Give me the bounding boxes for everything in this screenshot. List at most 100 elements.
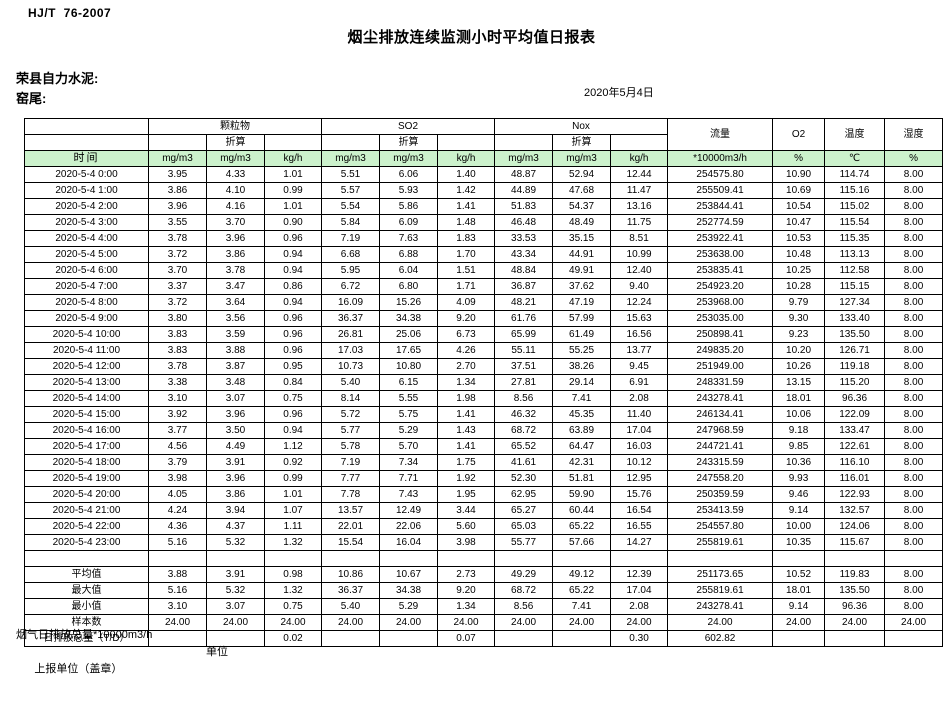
spacer-cell — [495, 551, 553, 567]
cell-temperature: 96.36 — [825, 391, 885, 407]
cell-o2: 10.28 — [773, 279, 825, 295]
header-unit-pm-kgh: kg/h — [265, 151, 322, 167]
cell-so2-converted: 15.26 — [380, 295, 438, 311]
cell-temperature: 115.67 — [825, 535, 885, 551]
cell-temperature: 115.20 — [825, 375, 885, 391]
cell-temperature: 115.35 — [825, 231, 885, 247]
cell-temperature: 115.54 — [825, 215, 885, 231]
cell-nox-converted: 47.19 — [553, 295, 611, 311]
cell-nox-measured: 41.61 — [495, 455, 553, 471]
cell-humidity: 8.00 — [885, 327, 943, 343]
cell-temperature: 115.15 — [825, 279, 885, 295]
cell-time: 2020-5-4 13:00 — [25, 375, 149, 391]
cell-pm-rate: 0.99 — [265, 183, 322, 199]
cell-so2-converted: 6.06 — [380, 167, 438, 183]
cell-nox-converted: 59.90 — [553, 487, 611, 503]
cell-pm-measured: 3.98 — [149, 471, 207, 487]
cell-pm-rate: 0.96 — [265, 343, 322, 359]
cell-so2-measured: 6.68 — [322, 247, 380, 263]
cell-pm-measured: 4.24 — [149, 503, 207, 519]
cell-so2-rate: 1.51 — [438, 263, 495, 279]
cell-so2-measured: 26.81 — [322, 327, 380, 343]
cell-so2-rate: 1.41 — [438, 439, 495, 455]
cell-pm-converted: 3.47 — [207, 279, 265, 295]
cell-nox-measured: 55.77 — [495, 535, 553, 551]
cell-flow: 253035.00 — [668, 311, 773, 327]
cell-nox-converted: 57.66 — [553, 535, 611, 551]
summary-cell-nox-rate: 2.08 — [611, 599, 668, 615]
cell-so2-measured: 17.03 — [322, 343, 380, 359]
cell-pm-measured: 3.79 — [149, 455, 207, 471]
summary-cell-so2-converted: 34.38 — [380, 583, 438, 599]
header-unit-so2-kgh: kg/h — [438, 151, 495, 167]
spacer-cell — [825, 551, 885, 567]
cell-o2: 10.90 — [773, 167, 825, 183]
cell-nox-rate: 8.51 — [611, 231, 668, 247]
cell-pm-rate: 1.01 — [265, 199, 322, 215]
cell-time: 2020-5-4 8:00 — [25, 295, 149, 311]
header-sub-so2-rate — [438, 135, 495, 151]
report-date: 2020年5月4日 — [584, 84, 654, 100]
header-unit-pm-conv-mgm3: mg/m3 — [207, 151, 265, 167]
cell-so2-converted: 16.04 — [380, 535, 438, 551]
cell-pm-converted: 3.07 — [207, 391, 265, 407]
cell-pm-converted: 3.59 — [207, 327, 265, 343]
summary-cell-o2: 18.01 — [773, 583, 825, 599]
cell-nox-measured: 65.27 — [495, 503, 553, 519]
summary-cell-humidity — [885, 631, 943, 647]
spacer-cell — [149, 551, 207, 567]
spacer-cell — [438, 551, 495, 567]
cell-nox-converted: 49.91 — [553, 263, 611, 279]
cell-pm-rate: 0.96 — [265, 311, 322, 327]
cell-nox-converted: 7.41 — [553, 391, 611, 407]
header-sub-pm-converted: 折算 — [207, 135, 265, 151]
cell-nox-rate: 13.77 — [611, 343, 668, 359]
summary-cell-nox-rate: 24.00 — [611, 615, 668, 631]
cell-so2-measured: 5.57 — [322, 183, 380, 199]
cell-nox-measured: 65.03 — [495, 519, 553, 535]
cell-pm-rate: 0.94 — [265, 263, 322, 279]
cell-so2-rate: 1.98 — [438, 391, 495, 407]
cell-flow: 253835.41 — [668, 263, 773, 279]
cell-time: 2020-5-4 6:00 — [25, 263, 149, 279]
cell-pm-converted: 3.96 — [207, 407, 265, 423]
cell-so2-converted: 7.43 — [380, 487, 438, 503]
cell-so2-measured: 5.95 — [322, 263, 380, 279]
cell-so2-converted: 5.93 — [380, 183, 438, 199]
header-sub-nox-converted: 折算 — [553, 135, 611, 151]
cell-so2-converted: 25.06 — [380, 327, 438, 343]
header-group-flow: 流量 — [668, 119, 773, 151]
summary-cell-flow: 251173.65 — [668, 567, 773, 583]
cell-temperature: 127.34 — [825, 295, 885, 311]
cell-nox-converted: 57.99 — [553, 311, 611, 327]
cell-o2: 10.36 — [773, 455, 825, 471]
cell-so2-measured: 5.77 — [322, 423, 380, 439]
cell-pm-measured: 3.70 — [149, 263, 207, 279]
summary-cell-flow: 602.82 — [668, 631, 773, 647]
cell-so2-measured: 16.09 — [322, 295, 380, 311]
cell-pm-rate: 0.90 — [265, 215, 322, 231]
cell-flow: 253922.41 — [668, 231, 773, 247]
cell-so2-measured: 7.19 — [322, 455, 380, 471]
cell-so2-converted: 6.15 — [380, 375, 438, 391]
cell-so2-measured: 5.51 — [322, 167, 380, 183]
cell-so2-converted: 5.29 — [380, 423, 438, 439]
cell-o2: 10.20 — [773, 343, 825, 359]
cell-nox-rate: 11.47 — [611, 183, 668, 199]
cell-nox-rate: 11.75 — [611, 215, 668, 231]
cell-temperature: 119.18 — [825, 359, 885, 375]
cell-o2: 9.23 — [773, 327, 825, 343]
cell-pm-converted: 3.87 — [207, 359, 265, 375]
cell-nox-measured: 36.87 — [495, 279, 553, 295]
cell-flow: 246134.41 — [668, 407, 773, 423]
cell-pm-measured: 4.36 — [149, 519, 207, 535]
summary-cell-so2-converted: 5.29 — [380, 599, 438, 615]
hourly-average-table: 颗粒物 SO2 Nox 流量 O2 温度 湿度 负荷 折算 折算 — [24, 118, 943, 647]
cell-flow: 254923.20 — [668, 279, 773, 295]
cell-o2: 18.01 — [773, 391, 825, 407]
cell-so2-measured: 5.78 — [322, 439, 380, 455]
cell-so2-rate: 1.70 — [438, 247, 495, 263]
